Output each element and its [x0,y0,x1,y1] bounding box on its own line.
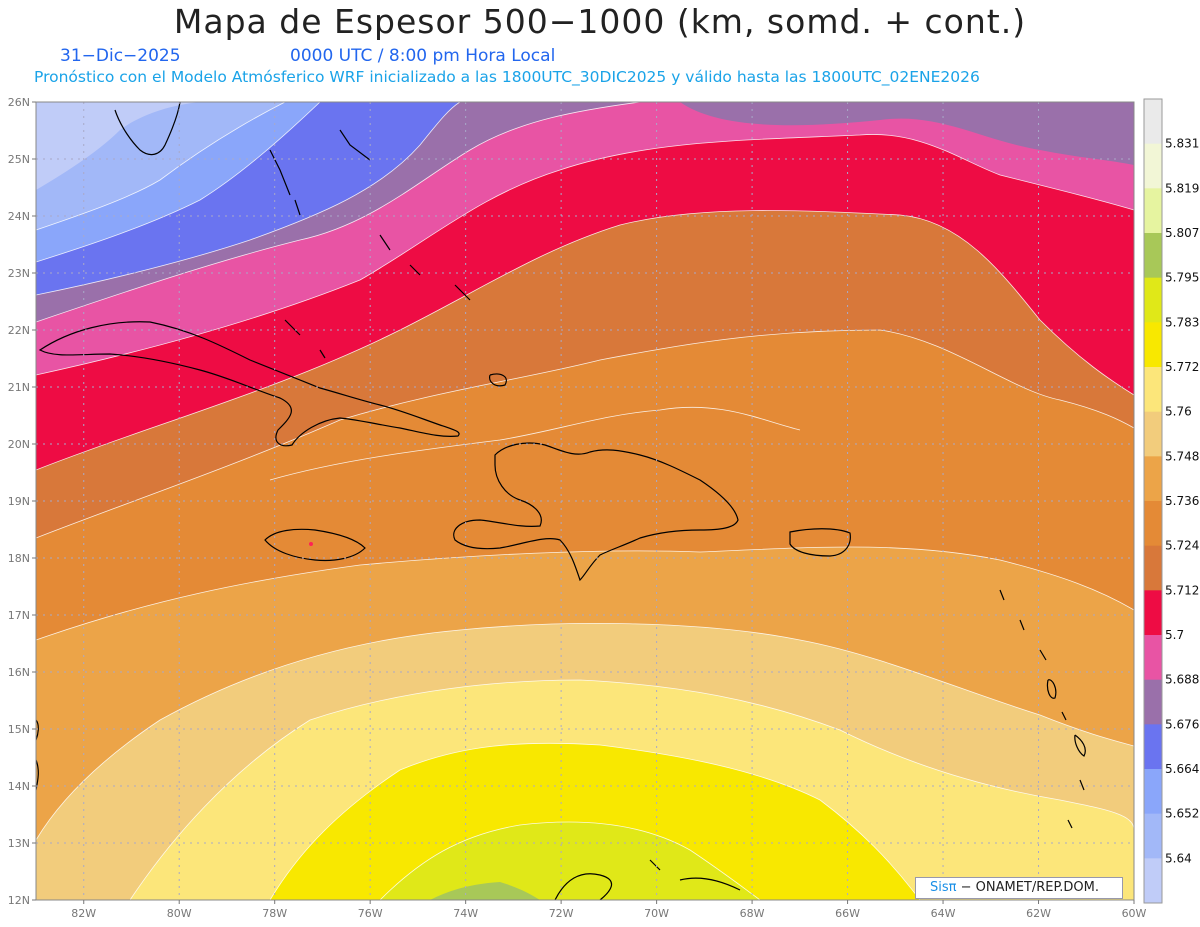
south-america-coast [554,859,741,900]
forecast-time: 0000 UTC / 8:00 pm Hora Local [290,46,556,66]
lon-tick-label: 82W [71,907,96,920]
coastlines [36,102,1086,900]
colorbar-label: 5.676 [1165,717,1199,731]
lat-tick-label: 14N [8,780,30,793]
colorbar-swatch [1144,233,1162,279]
credit-brand: Sisπ [930,880,957,895]
florida-coast [114,102,181,156]
jamaica-coast [264,528,366,562]
lon-tick-label: 62W [1026,907,1051,920]
colorbar-label: 5.7 [1165,628,1184,642]
colorbar-swatch [1144,590,1162,636]
band-5783 [380,821,760,900]
colorbar-swatch [1144,367,1162,413]
colorbar-swatch [1144,411,1162,457]
colorbar-label: 5.748 [1165,449,1199,463]
filled-contours [36,102,1134,900]
lesser-antilles [999,589,1086,829]
colorbar-label: 5.652 [1165,807,1199,821]
lon-tick-label: 80W [167,907,192,920]
colorbar-swatch [1144,813,1162,859]
station-marker [309,542,313,546]
lon-tick-label: 78W [262,907,287,920]
colorbar-label: 5.736 [1165,494,1199,508]
lon-tick-label: 76W [358,907,383,920]
colorbar-label: 5.783 [1165,315,1199,329]
bahamas-islands [269,129,507,387]
colorbar-swatch [1144,277,1162,323]
lat-tick-label: 18N [8,552,30,565]
lon-tick-label: 70W [644,907,669,920]
forecast-date: 31−Dic−2025 [60,46,181,66]
lat-tick-label: 23N [8,267,30,280]
longitude-ticks: 82W 80W 78W 76W 74W 72W 70W 68W 66W 64W 62W 60W [71,900,1147,920]
colorbar-label: 5.772 [1165,360,1199,374]
colorbar-label: 5.819 [1165,181,1199,195]
colorbar-swatch [1144,322,1162,368]
credit-text: − ONAMET/REP.DOM. [956,880,1100,895]
lat-tick-label: 24N [8,210,30,223]
colorbar-swatch [1144,188,1162,234]
lat-tick-label: 15N [8,723,30,736]
band-5795 [430,882,540,900]
band-5676-east [680,102,1134,165]
colorbar-label: 5.76 [1165,405,1192,419]
band-5628 [36,102,200,190]
colorbar-swatch [1144,769,1162,815]
colorbar-swatch [1144,858,1162,904]
hispaniola-coast [453,442,739,582]
colorbar-swatch [1144,456,1162,502]
colorbar-label: 5.807 [1165,226,1199,240]
cuba-coast [38,321,460,447]
lon-tick-label: 72W [549,907,574,920]
credit-box: Sisπ − ONAMET/REP.DOM. [915,877,1123,899]
colorbar-swatch [1144,545,1162,591]
colorbar-label: 5.712 [1165,583,1199,597]
colorbar-swatch [1144,501,1162,547]
colorbar-swatch [1144,724,1162,770]
lat-tick-label: 25N [8,153,30,166]
lat-tick-label: 12N [8,894,30,907]
colorbar-frame [1143,98,1163,904]
latitude-ticks: 26N 25N 24N 23N 22N 21N 20N 19N 18N 17N 16N 15N 14N 1… [8,96,36,907]
lat-tick-label: 22N [8,324,30,337]
forecast-note: Pronóstico con el Modelo Atmósferico WRF… [34,68,980,86]
lon-tick-label: 64W [931,907,956,920]
colorbar-swatch [1144,99,1162,145]
colorbar-label: 5.664 [1165,762,1199,776]
lat-tick-label: 21N [8,381,30,394]
lat-tick-label: 19N [8,495,30,508]
colorbar-label: 5.724 [1165,539,1199,553]
lon-tick-label: 68W [740,907,765,920]
colorbar-swatch [1144,635,1162,681]
lon-tick-label: 60W [1122,907,1147,920]
colorbar-swatch [1144,143,1162,189]
lon-tick-label: 66W [835,907,860,920]
lat-tick-label: 16N [8,666,30,679]
puerto-rico-coast [789,528,851,557]
lat-tick-label: 13N [8,837,30,850]
colorbar-label: 5.688 [1165,673,1199,687]
colorbar-label: 5.831 [1165,137,1199,151]
colorbar-swatch [1144,679,1162,725]
colorbar-label: 5.795 [1165,271,1199,285]
lon-tick-label: 74W [453,907,478,920]
lat-tick-label: 17N [8,609,30,622]
colorbar: 5.831 5.819 5.807 5.795 5.783 5.772 5.76 5.748 5… [1143,98,1199,904]
page-title: Mapa de Espesor 500−1000 (km, somd. + co… [173,2,1027,41]
lat-tick-label: 26N [8,96,30,109]
colorbar-label: 5.64 [1165,851,1192,865]
lat-tick-label: 20N [8,438,30,451]
contour-lines [36,102,1134,900]
